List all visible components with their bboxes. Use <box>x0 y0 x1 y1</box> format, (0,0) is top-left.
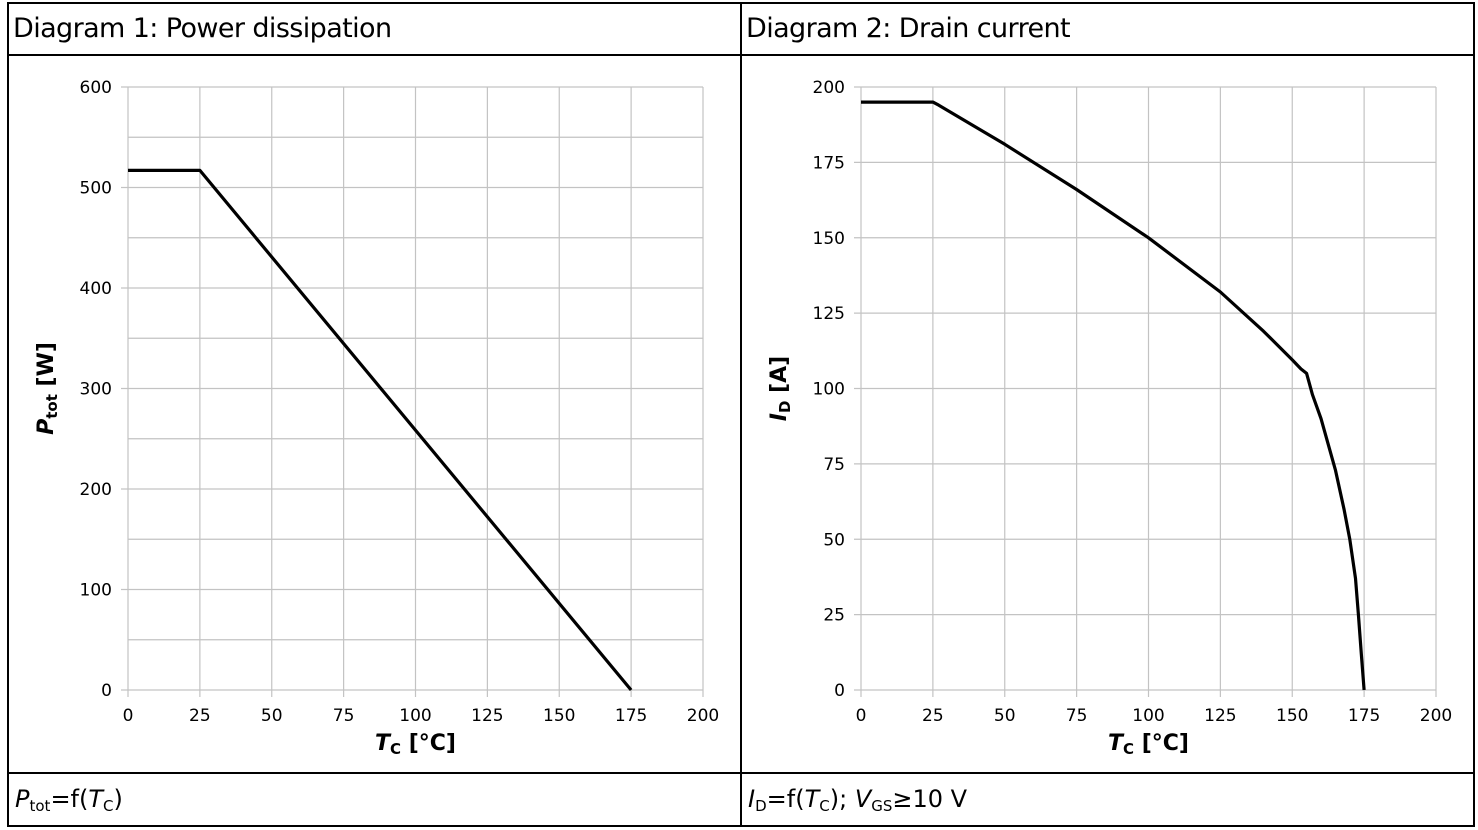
power-chart-x-tick-label: 175 <box>615 706 647 726</box>
power-chart-series-line <box>128 168 633 692</box>
current-chart-x-tick-label: 175 <box>1348 706 1380 726</box>
diagram1-caption: Ptot=f(TC) <box>9 774 740 827</box>
caption-cond: ≥10 V <box>892 785 968 813</box>
caption-sub: D <box>755 797 767 815</box>
current-chart-series-line <box>861 100 1366 691</box>
power-chart-x-tick-label: 200 <box>687 706 719 726</box>
caption-cond-sub: GS <box>871 797 893 815</box>
caption-var: P <box>15 785 30 813</box>
power-chart-x-tick-label: 50 <box>261 706 283 726</box>
current-chart-x-tick-label: 75 <box>1066 706 1088 726</box>
current-chart-y-axis-label: ID [A] <box>767 356 794 421</box>
current-chart-grid <box>854 86 1437 697</box>
caption-sub: tot <box>29 797 51 815</box>
diagram2-title-cell: Diagram 2: Drain current <box>742 4 1475 56</box>
current-chart-x-tick-label: 125 <box>1204 706 1236 726</box>
power-chart-x-tick-label: 150 <box>543 706 575 726</box>
caption-arg-sub: C <box>103 797 114 815</box>
current-chart-x-tick-label: 200 <box>1420 706 1452 726</box>
current-chart-x-tick-label: 150 <box>1276 706 1308 726</box>
caption-arg-sub: C <box>819 797 830 815</box>
caption-arg: T <box>804 785 820 813</box>
power-chart-y-tick-label: 300 <box>80 380 112 400</box>
current-chart-y-tick-label: 100 <box>813 380 845 400</box>
diagram1-chart-cell: 0 25 50 75 100 125 150 175 200 0 100 200 300 400 500 60… <box>9 56 742 774</box>
caption-arg: T <box>88 785 104 813</box>
power-chart-grid <box>121 86 704 697</box>
caption-close: ) <box>113 785 123 813</box>
power-chart-y-tick-label: 0 <box>101 681 112 701</box>
current-chart-y-tick-label: 175 <box>813 153 845 173</box>
power-dissipation-chart: 0 25 50 75 100 125 150 175 200 0 100 200 300 400 500 60… <box>34 78 719 758</box>
power-chart-y-tick-label: 400 <box>80 279 112 299</box>
power-chart-y-tick-label: 100 <box>80 581 112 601</box>
power-chart-y-tick-label: 600 <box>80 78 112 98</box>
drain-current-chart: 0 25 50 75 100 125 150 175 200 0 25 50 75 100 125 150 17… <box>767 78 1452 758</box>
caption-eq: =f( <box>766 785 805 813</box>
current-chart-y-tick-label: 75 <box>823 455 845 475</box>
power-chart-x-tick-label: 25 <box>189 706 211 726</box>
caption-var: I <box>748 785 756 813</box>
current-chart-y-tick-label: 0 <box>834 681 845 701</box>
diagram2-chart-cell: 0 25 50 75 100 125 150 175 200 0 25 50 75 100 125 150 17… <box>742 56 1475 774</box>
current-chart-y-tick-label: 125 <box>813 304 845 324</box>
datasheet-diagram-table: Diagram 1: Power dissipation Diagram 2: … <box>7 2 1475 827</box>
current-chart-x-tick-label: 100 <box>1132 706 1164 726</box>
diagram2-caption-cell: ID=f(TC); VGS≥10 V <box>742 774 1475 827</box>
current-chart-x-tick-label: 25 <box>922 706 944 726</box>
current-chart-y-tick-label: 25 <box>823 606 845 626</box>
current-chart-x-axis-label: TC [°C] <box>1108 731 1189 758</box>
power-chart-y-axis-label: Ptot [W] <box>34 342 61 435</box>
power-chart-y-tick-label: 500 <box>80 179 112 199</box>
power-chart-y-tick-label: 200 <box>80 480 112 500</box>
caption-cond-var: V <box>854 785 872 813</box>
power-chart-x-axis-label: TC [°C] <box>375 731 456 758</box>
current-chart-x-tick-label: 50 <box>994 706 1016 726</box>
current-chart-y-tick-label: 150 <box>813 229 845 249</box>
power-chart-x-tick-label: 100 <box>399 706 431 726</box>
diagram1-title: Diagram 1: Power dissipation <box>13 13 392 44</box>
caption-close: ); <box>829 785 848 813</box>
power-chart-x-tick-label: 0 <box>123 706 134 726</box>
current-chart-y-tick-label: 50 <box>823 530 845 550</box>
power-chart-x-tick-label: 75 <box>333 706 355 726</box>
current-chart-y-tick-label: 200 <box>813 78 845 98</box>
current-chart-x-tick-label: 0 <box>856 706 867 726</box>
diagram2-title: Diagram 2: Drain current <box>746 13 1071 44</box>
diagram1-caption-cell: Ptot=f(TC) <box>9 774 742 827</box>
power-chart-x-tick-label: 125 <box>471 706 503 726</box>
diagram2-caption: ID=f(TC); VGS≥10 V <box>742 774 1475 827</box>
diagram1-title-cell: Diagram 1: Power dissipation <box>9 4 742 56</box>
caption-eq: =f( <box>50 785 89 813</box>
